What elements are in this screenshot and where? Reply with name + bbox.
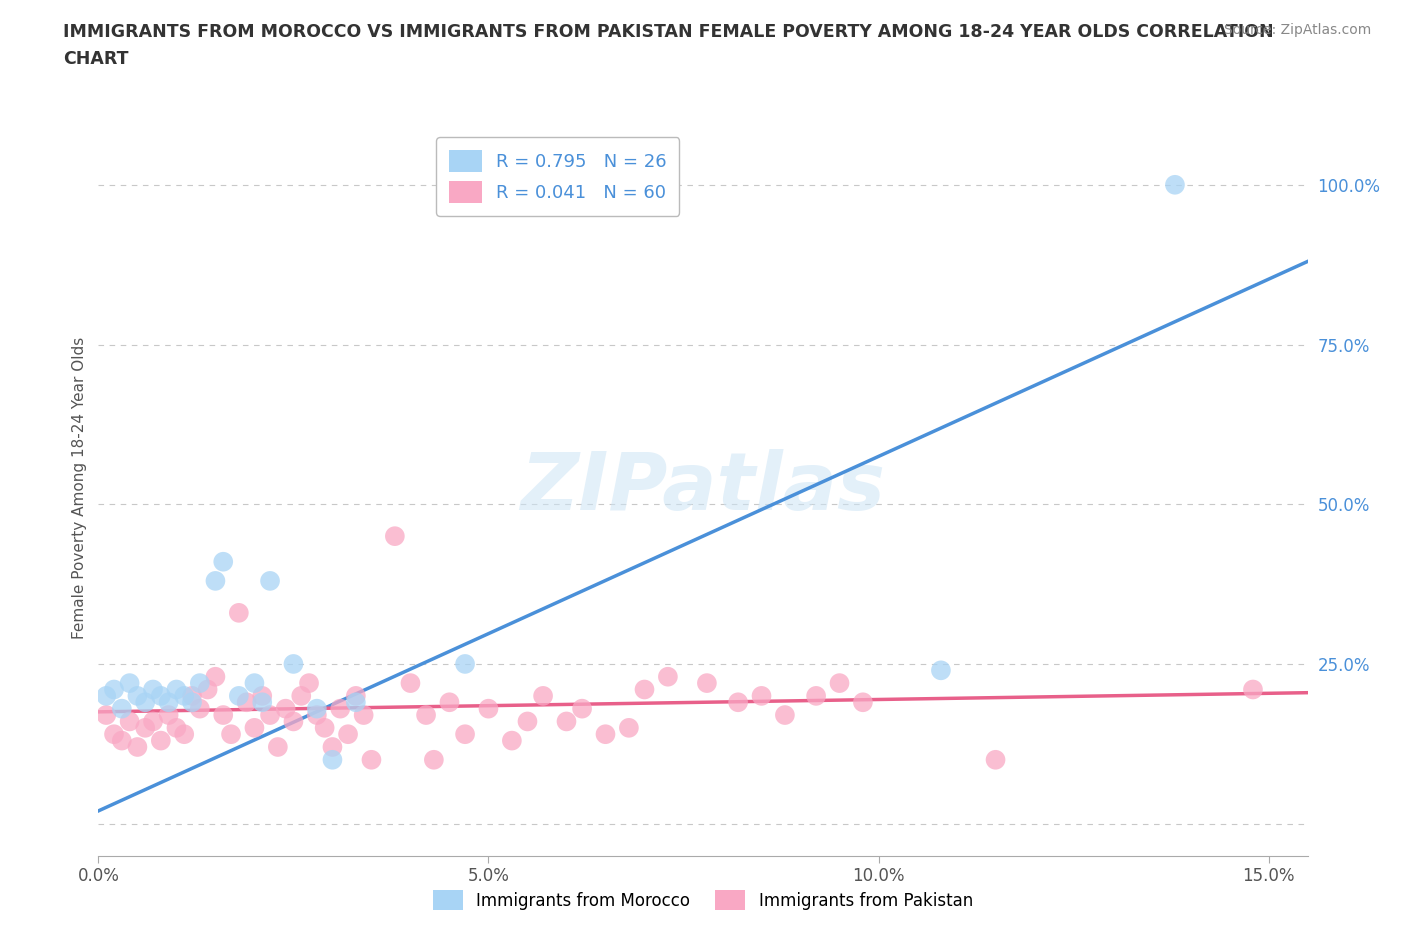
Point: [212, 708, 235, 723]
Point: [252, 688, 274, 703]
Point: [157, 695, 180, 710]
Point: [290, 688, 312, 703]
Point: [617, 721, 640, 736]
Legend: R = 0.795   N = 26, R = 0.041   N = 60: R = 0.795 N = 26, R = 0.041 N = 60: [436, 138, 679, 216]
Point: [96, 708, 118, 723]
Point: [212, 554, 235, 569]
Point: [804, 688, 827, 703]
Point: [751, 688, 773, 703]
Point: [283, 657, 305, 671]
Point: [329, 701, 352, 716]
Point: [103, 682, 125, 697]
Point: [984, 752, 1007, 767]
Point: [571, 701, 593, 716]
Point: [243, 676, 266, 691]
Point: [595, 726, 617, 741]
Point: [314, 721, 336, 736]
Point: [828, 676, 851, 691]
Text: ZIPatlas: ZIPatlas: [520, 449, 886, 527]
Point: [134, 695, 156, 710]
Point: [727, 695, 749, 710]
Text: Source: ZipAtlas.com: Source: ZipAtlas.com: [1223, 23, 1371, 37]
Point: [181, 688, 204, 703]
Point: [657, 670, 679, 684]
Legend: Immigrants from Morocco, Immigrants from Pakistan: Immigrants from Morocco, Immigrants from…: [426, 884, 980, 917]
Point: [1164, 178, 1187, 193]
Point: [773, 708, 796, 723]
Point: [228, 688, 250, 703]
Point: [259, 708, 281, 723]
Point: [188, 701, 211, 716]
Point: [127, 739, 149, 754]
Point: [127, 688, 149, 703]
Point: [149, 688, 172, 703]
Point: [96, 688, 118, 703]
Point: [298, 676, 321, 691]
Point: [118, 714, 141, 729]
Point: [1241, 682, 1264, 697]
Point: [344, 695, 367, 710]
Point: [267, 739, 290, 754]
Point: [531, 688, 554, 703]
Point: [103, 726, 125, 741]
Point: [228, 605, 250, 620]
Point: [165, 721, 187, 736]
Point: [477, 701, 499, 716]
Point: [321, 752, 343, 767]
Point: [204, 574, 226, 589]
Point: [454, 726, 477, 741]
Point: [439, 695, 461, 710]
Point: [259, 574, 281, 589]
Point: [188, 676, 211, 691]
Point: [157, 708, 180, 723]
Point: [173, 726, 195, 741]
Point: [344, 688, 367, 703]
Y-axis label: Female Poverty Among 18-24 Year Olds: Female Poverty Among 18-24 Year Olds: [72, 338, 87, 640]
Point: [929, 663, 952, 678]
Point: [516, 714, 538, 729]
Point: [501, 733, 523, 748]
Point: [219, 726, 242, 741]
Point: [197, 682, 219, 697]
Point: [142, 682, 165, 697]
Point: [633, 682, 655, 697]
Point: [149, 733, 172, 748]
Point: [235, 695, 257, 710]
Point: [423, 752, 446, 767]
Point: [852, 695, 875, 710]
Point: [204, 670, 226, 684]
Point: [274, 701, 297, 716]
Point: [360, 752, 382, 767]
Point: [142, 714, 165, 729]
Point: [399, 676, 422, 691]
Point: [305, 708, 328, 723]
Point: [555, 714, 578, 729]
Point: [243, 721, 266, 736]
Point: [118, 676, 141, 691]
Point: [384, 529, 406, 544]
Point: [173, 688, 195, 703]
Point: [305, 701, 328, 716]
Point: [181, 695, 204, 710]
Point: [111, 733, 134, 748]
Point: [337, 726, 360, 741]
Point: [321, 739, 343, 754]
Point: [415, 708, 437, 723]
Point: [252, 695, 274, 710]
Point: [283, 714, 305, 729]
Point: [454, 657, 477, 671]
Point: [134, 721, 156, 736]
Point: [111, 701, 134, 716]
Point: [165, 682, 187, 697]
Point: [353, 708, 375, 723]
Text: IMMIGRANTS FROM MOROCCO VS IMMIGRANTS FROM PAKISTAN FEMALE POVERTY AMONG 18-24 Y: IMMIGRANTS FROM MOROCCO VS IMMIGRANTS FR…: [63, 23, 1274, 68]
Point: [696, 676, 718, 691]
